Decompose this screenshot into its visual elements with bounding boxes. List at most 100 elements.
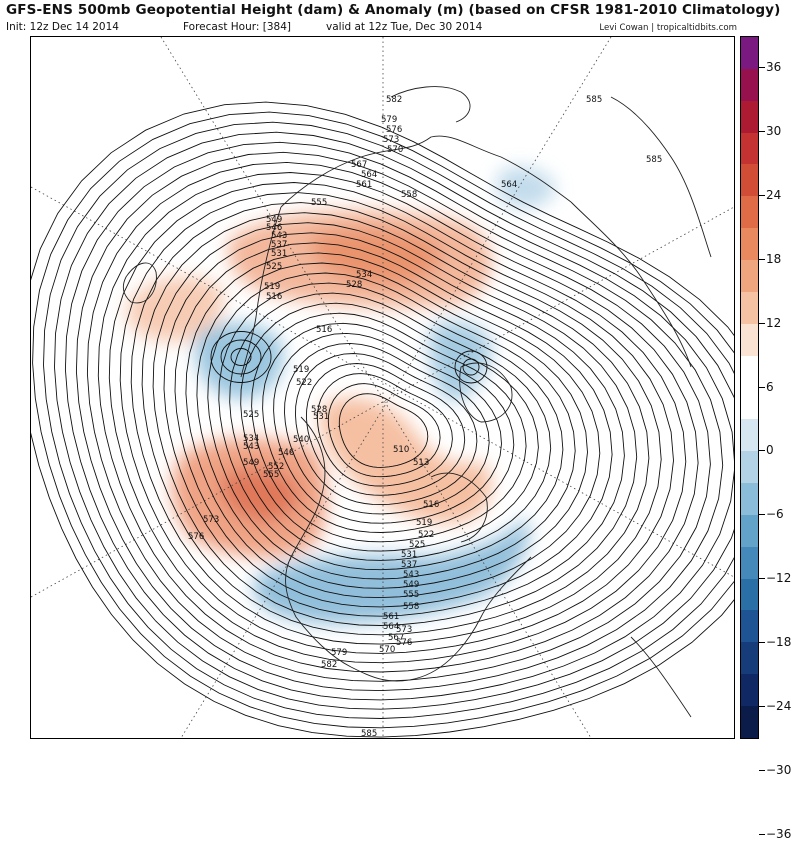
colorbar-tick-mark: [759, 258, 765, 260]
forecast-hour: Forecast Hour: [384]: [183, 21, 291, 33]
height-contour-line: [273, 332, 502, 524]
contour-label: 549: [266, 215, 282, 225]
contour-label: 573: [383, 135, 399, 145]
colorbar-segment: [741, 419, 758, 452]
contour-label: 525: [266, 262, 282, 272]
contour-label: 519: [264, 282, 280, 292]
contour-label: 549: [243, 458, 259, 468]
contour-label: 582: [321, 660, 337, 670]
contour-label: 576: [188, 532, 204, 542]
height-contour-line: [185, 252, 601, 599]
colorbar-tick-label: −12: [766, 571, 792, 586]
height-contour-line: [108, 182, 687, 664]
anomaly-colorbar: [740, 36, 759, 739]
contour-label: 537: [271, 240, 287, 250]
colorbar-segment: [741, 674, 758, 707]
contour-label: 552: [268, 462, 284, 472]
contour-label: 531: [401, 550, 417, 560]
contour-label: 570: [387, 145, 403, 155]
colorbar-tick-mark: [759, 450, 765, 452]
contour-label: 561: [383, 612, 399, 622]
height-contour-line: [207, 272, 576, 580]
low-center-contour: [454, 350, 488, 384]
negative-anomaly-urals: [496, 167, 556, 208]
colorbar-segment: [741, 451, 758, 484]
contour-label: 567: [388, 633, 404, 643]
colorbar-segment: [741, 578, 758, 611]
contour-label: 582: [386, 95, 402, 105]
height-contour-line: [86, 161, 711, 682]
colorbar-segment: [741, 323, 758, 356]
colorbar-segment: [741, 228, 758, 261]
colorbar-segment: [741, 68, 758, 101]
contour-label: 543: [243, 442, 259, 452]
colorbar-tick-label: −30: [766, 762, 792, 777]
positive-anomaly-arctic: [320, 397, 492, 523]
contour-label: 522: [296, 378, 312, 388]
contour-label: 516: [266, 292, 282, 302]
colorbar-tick-label: 30: [766, 123, 782, 138]
contour-label: 576: [396, 638, 412, 648]
contour-label: 546: [266, 223, 282, 233]
height-contour-line: [43, 121, 734, 719]
colorbar-segment: [741, 387, 758, 420]
colorbar-segment: [741, 610, 758, 643]
colorbar-tick-mark: [759, 642, 765, 644]
valid-time: valid at 12z Tue, Dec 30 2014: [326, 21, 483, 33]
contour-label: 579: [331, 648, 347, 658]
colorbar-tick-label: −36: [766, 826, 792, 841]
contour-label: 513: [413, 458, 429, 468]
height-contour-line: [262, 322, 515, 533]
height-contour-line: [327, 383, 441, 478]
contour-label: 543: [403, 570, 419, 580]
colorbar-tick-mark: [759, 322, 765, 324]
contour-label: 555: [311, 198, 327, 208]
height-contour-line: [295, 353, 478, 506]
contour-label: 528: [311, 405, 327, 415]
contour-label: 570: [379, 645, 395, 655]
colorbar-tick-label: −18: [766, 635, 792, 650]
colorbar-tick-mark: [759, 194, 765, 196]
colorbar-tick-mark: [759, 578, 765, 580]
low-center-contour: [220, 339, 262, 375]
colorbar-tick-label: 6: [766, 379, 774, 394]
contour-label: 531: [313, 412, 329, 422]
colorbar-segment: [741, 355, 758, 388]
colorbar-segment: [741, 483, 758, 515]
height-contour-line: [141, 212, 650, 636]
colorbar-segment: [741, 37, 758, 69]
colorbar-segment: [741, 132, 758, 165]
contour-label: 579: [381, 115, 397, 125]
contour-label: 534: [243, 434, 259, 444]
init-time: Init: 12z Dec 14 2014: [6, 21, 119, 33]
contour-label: 576: [386, 125, 402, 135]
contour-label: 540: [293, 435, 309, 445]
colorbar-tick-mark: [759, 833, 765, 835]
coastlines: [122, 86, 712, 718]
height-contour-line: [174, 242, 613, 608]
contour-label: 516: [316, 325, 332, 335]
height-contour-line: [119, 192, 674, 654]
map-panel: 585 582 579 576 573 570 567 564 561 558 564 585 555 5…: [30, 36, 735, 739]
contour-label: 564: [501, 180, 517, 190]
contour-label: 519: [293, 365, 309, 375]
height-contour-line: [32, 111, 734, 729]
low-center-contour: [210, 331, 272, 383]
height-contour-line: [97, 172, 699, 673]
height-contour-line: [316, 373, 453, 487]
contour-label: 558: [403, 602, 419, 612]
contour-label: 555: [403, 590, 419, 600]
height-contour-line: [130, 202, 662, 645]
colorbar-segment: [741, 196, 758, 229]
height-contour-line: [196, 262, 588, 589]
height-contour-line: [163, 232, 625, 617]
contour-label: 543: [271, 231, 287, 241]
colorbar-tick-label: 36: [766, 59, 782, 74]
colorbar-tick-label: −6: [766, 507, 784, 522]
contour-label: 585: [646, 155, 662, 165]
height-contour-line: [31, 101, 734, 738]
colorbar-tick-mark: [759, 130, 765, 132]
colorbar-segment: [741, 100, 758, 133]
contour-label: 558: [401, 190, 417, 200]
colorbar-tick-mark: [759, 386, 765, 388]
